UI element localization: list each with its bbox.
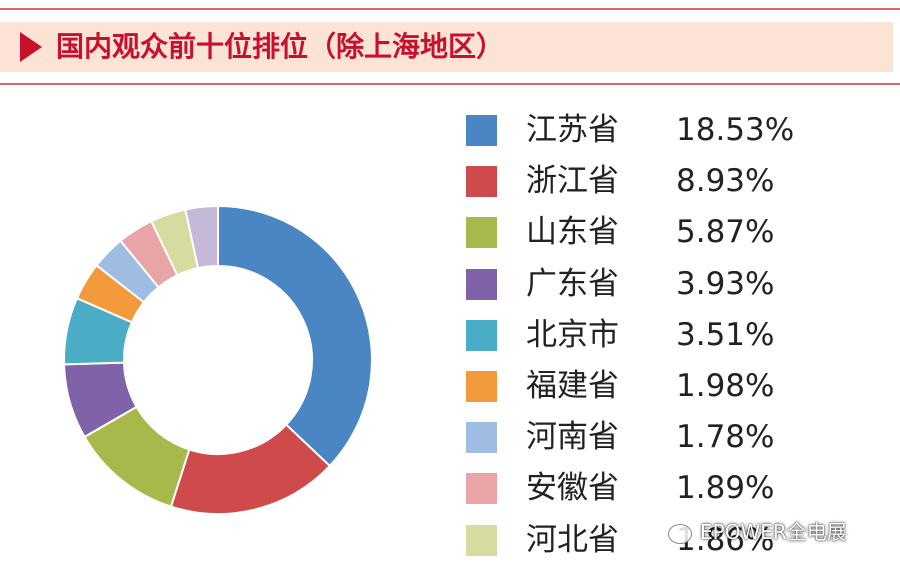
play-arrow-icon (20, 32, 42, 62)
legend-label: 山东省 (526, 214, 619, 251)
legend-swatch (466, 115, 497, 146)
legend-item: 河北省 1.86% (466, 514, 886, 565)
legend-item: 广东省 3.93% (466, 258, 886, 309)
legend-label: 安徽省 (526, 470, 619, 507)
legend-label: 浙江省 (526, 163, 619, 200)
legend-label: 江苏省 (526, 112, 619, 148)
wechat-icon (668, 523, 692, 544)
legend-swatch (466, 524, 497, 556)
legend-swatch (466, 319, 497, 351)
legend-value: 3.93% (676, 265, 775, 302)
legend-swatch (466, 268, 497, 300)
legend-label: 北京市 (526, 316, 619, 353)
page-title: 国内观众前十位排位（除上海地区） (56, 30, 505, 63)
header-divider (0, 83, 900, 85)
legend-value: 1.86% (676, 521, 775, 558)
legend-value: 1.98% (676, 367, 775, 404)
legend-swatch (466, 166, 497, 198)
chart-legend: 江苏省 18.53% 浙江省 8.93% 山东省 5.87% 广东省 3.93% 北京市 3.51… (466, 104, 886, 565)
donut-slice (184, 204, 219, 270)
legend-item: 江苏省 18.53% (466, 104, 886, 155)
section-header: 国内观众前十位排位（除上海地区） (0, 22, 893, 72)
legend-item: 山东省 5.87% (466, 206, 886, 257)
legend-value: 18.53% (676, 112, 795, 148)
donut-chart (63, 204, 373, 515)
legend-label: 广东省 (526, 265, 619, 302)
legend-swatch (466, 217, 497, 249)
legend-label: 福建省 (526, 367, 619, 404)
top-divider (0, 8, 900, 10)
legend-label: 河南省 (526, 419, 619, 456)
legend-value: 3.51% (676, 316, 775, 353)
legend-value: 5.87% (676, 214, 775, 251)
legend-value: 8.93% (676, 163, 775, 200)
legend-label: 河北省 (526, 521, 619, 558)
watermark-text: EPOWER全电展 (700, 520, 847, 544)
legend-item: 福建省 1.98% (466, 360, 886, 411)
legend-item: 安徽省 1.89% (466, 462, 886, 513)
donut-slice (217, 204, 373, 468)
legend-swatch (466, 473, 497, 505)
legend-value: 1.89% (676, 470, 775, 507)
legend-swatch (466, 370, 497, 402)
legend-value: 1.78% (676, 419, 775, 456)
legend-swatch (466, 422, 497, 454)
watermark: EPOWER全电展 (668, 516, 847, 545)
legend-item: 河南省 1.78% (466, 411, 886, 462)
legend-item: 北京市 3.51% (466, 309, 886, 360)
legend-item: 浙江省 8.93% (466, 155, 886, 206)
